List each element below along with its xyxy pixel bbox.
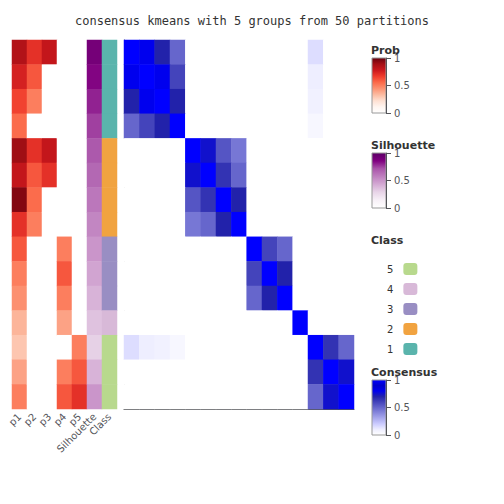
svg-text:Consensus: Consensus [371,366,438,379]
svg-text:0: 0 [394,108,400,119]
svg-text:4: 4 [387,284,393,295]
svg-text:p2: p2 [21,411,39,428]
svg-text:p4: p4 [51,411,69,428]
svg-text:1: 1 [394,374,401,386]
svg-text:p5: p5 [66,411,84,428]
svg-text:0.5: 0.5 [394,175,410,186]
svg-text:consensus kmeans with 5 groups: consensus kmeans with 5 groups from 50 p… [75,14,429,28]
svg-text:5: 5 [387,264,393,275]
svg-text:p3: p3 [36,411,54,428]
svg-text:Prob: Prob [371,44,400,57]
svg-text:1: 1 [387,344,393,355]
svg-text:0.5: 0.5 [394,402,410,413]
svg-text:Silhouette: Silhouette [371,139,435,152]
svg-text:2: 2 [387,324,393,335]
svg-text:p1: p1 [6,411,24,428]
svg-text:Silhouette: Silhouette [54,411,99,455]
svg-text:Class: Class [371,234,404,247]
svg-text:0: 0 [394,203,400,214]
svg-text:0.5: 0.5 [394,80,410,91]
svg-text:Class: Class [87,411,113,437]
svg-text:0: 0 [394,430,400,441]
svg-text:3: 3 [387,304,393,315]
svg-text:1: 1 [394,147,401,159]
svg-text:1: 1 [394,52,401,64]
